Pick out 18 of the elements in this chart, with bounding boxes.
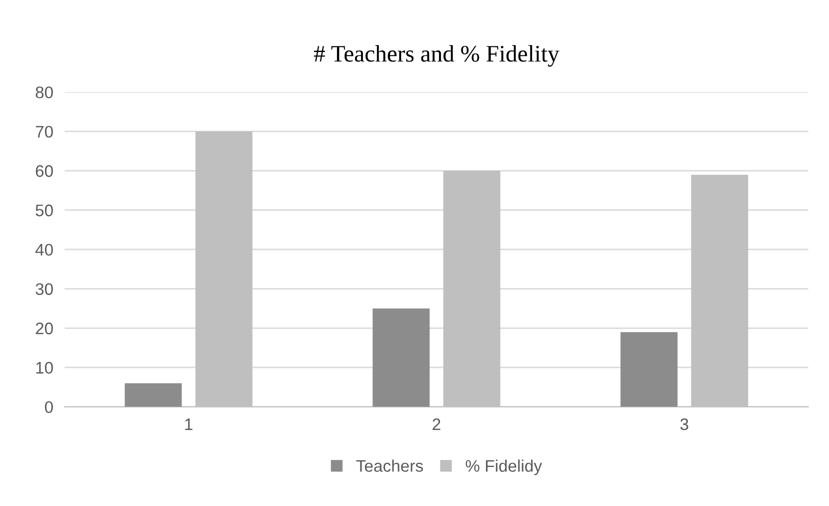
x-tick-label: 2 xyxy=(432,418,440,430)
x-tick-label: 3 xyxy=(680,418,688,430)
legend-label: % Fidelidy xyxy=(466,460,542,476)
y-tick-label: 50 xyxy=(36,204,53,216)
y-tick-label: 0 xyxy=(44,401,53,414)
bar xyxy=(124,383,182,407)
y-tick-label: 80 xyxy=(36,86,53,98)
bar xyxy=(620,332,678,407)
y-tick-label: 40 xyxy=(35,244,53,256)
y-tick-label: 10 xyxy=(36,362,53,374)
chart-title: # Teachers and % Fidelity xyxy=(314,45,560,67)
y-tick-label: 60 xyxy=(36,165,53,177)
bar xyxy=(372,308,430,407)
y-tick-label: 70 xyxy=(36,126,53,138)
y-tick-label: 30 xyxy=(36,283,53,296)
legend-label: Teachers xyxy=(356,460,423,472)
x-tick-label: 1 xyxy=(185,418,192,430)
y-tick-label: 20 xyxy=(36,322,53,334)
